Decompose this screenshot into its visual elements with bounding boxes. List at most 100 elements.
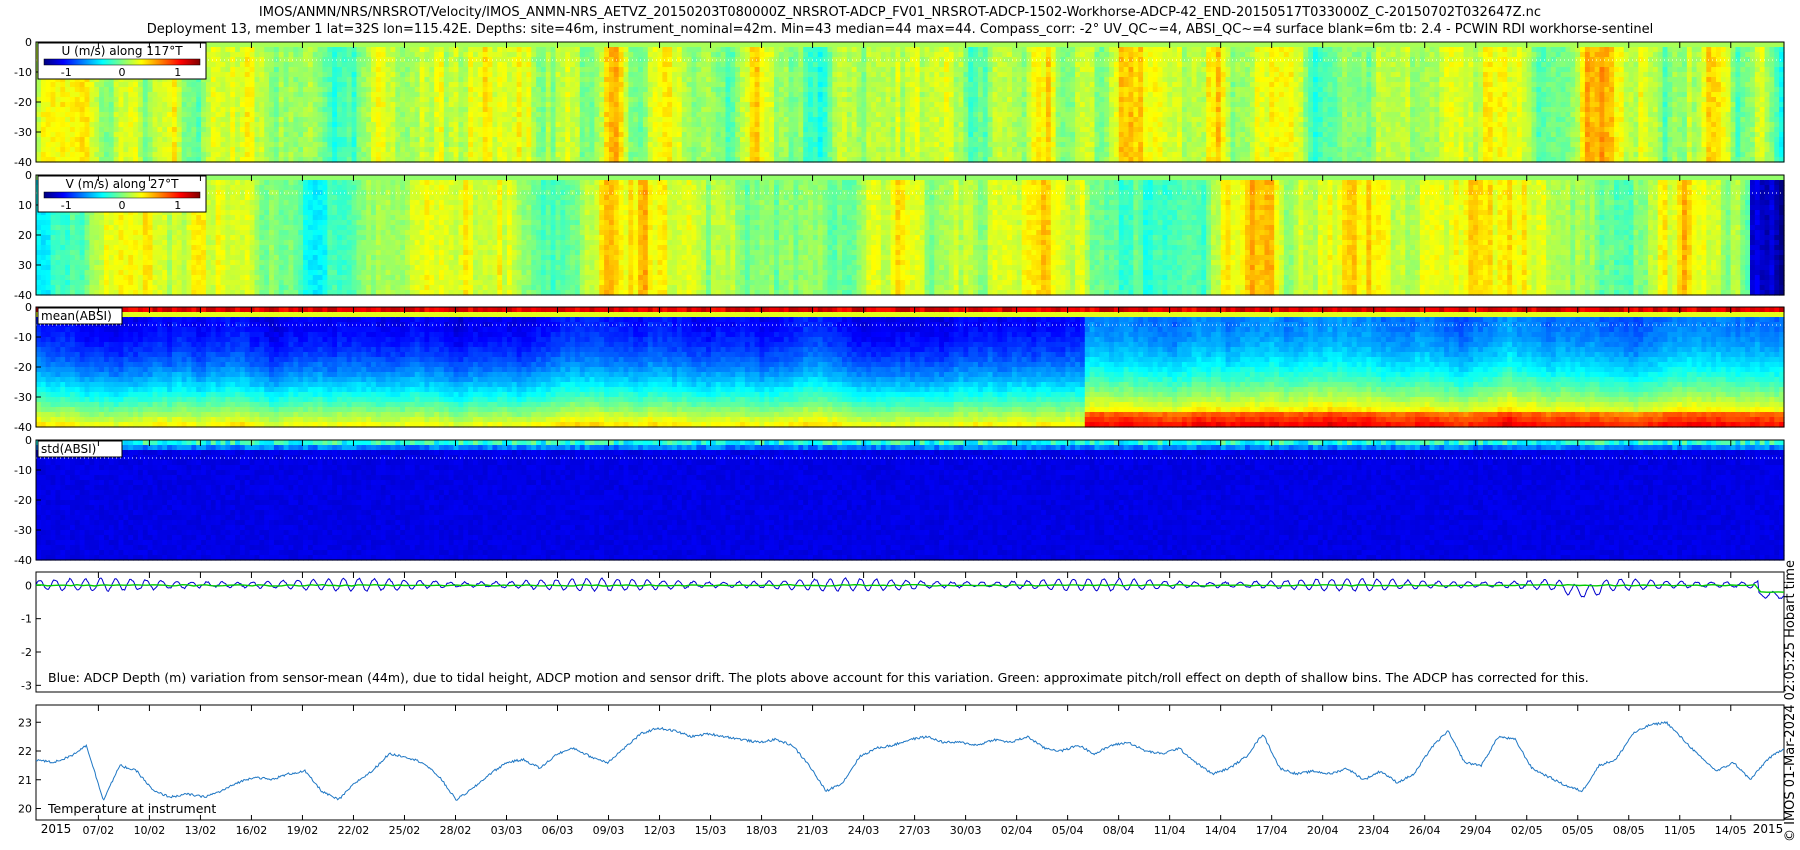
heatmap-cell bbox=[652, 107, 659, 113]
heatmap-cell bbox=[298, 67, 304, 73]
heatmap-cell bbox=[613, 52, 620, 58]
heatmap-cell bbox=[288, 87, 294, 93]
heatmap-cell bbox=[327, 142, 333, 148]
heatmap-cell bbox=[672, 147, 678, 153]
heatmap-cell bbox=[963, 82, 969, 88]
heatmap-cell bbox=[536, 77, 542, 83]
heatmap-cell bbox=[812, 52, 819, 58]
heatmap-cell bbox=[424, 137, 430, 143]
heatmap-cell bbox=[924, 47, 931, 53]
heatmap-cell bbox=[89, 137, 95, 143]
heatmap-cell bbox=[574, 82, 581, 88]
heatmap-cell bbox=[298, 97, 304, 103]
heatmap-cell bbox=[69, 102, 76, 108]
heatmap-cell bbox=[706, 92, 712, 98]
heatmap-cell bbox=[642, 97, 649, 103]
heatmap-cell bbox=[244, 97, 251, 103]
heatmap-cell bbox=[89, 147, 95, 153]
heatmap-cell bbox=[424, 62, 430, 68]
heatmap-cell bbox=[196, 127, 202, 133]
heatmap-cell bbox=[259, 82, 265, 88]
heatmap-cell bbox=[278, 97, 285, 103]
heatmap-cell bbox=[725, 52, 731, 58]
heatmap-cell bbox=[749, 42, 756, 48]
heatmap-cell bbox=[803, 52, 809, 58]
heatmap-cell bbox=[273, 142, 280, 148]
heatmap-cell bbox=[613, 67, 620, 73]
heatmap-cell bbox=[137, 122, 144, 128]
heatmap-cell bbox=[482, 122, 489, 128]
heatmap-cell bbox=[45, 82, 52, 88]
heatmap-cell bbox=[851, 92, 858, 98]
heatmap-cell bbox=[473, 67, 479, 73]
heatmap-cell bbox=[842, 127, 848, 133]
heatmap-cell bbox=[409, 87, 416, 93]
heatmap-cell bbox=[905, 137, 911, 143]
heatmap-cell bbox=[657, 72, 663, 78]
heatmap-cell bbox=[929, 127, 935, 133]
heatmap-cell bbox=[613, 72, 620, 78]
heatmap-cell bbox=[1031, 152, 1037, 158]
heatmap-cell bbox=[982, 42, 989, 48]
heatmap-cell bbox=[914, 67, 921, 73]
heatmap-cell bbox=[594, 112, 600, 118]
heatmap-cell bbox=[997, 77, 1003, 83]
heatmap-cell bbox=[574, 102, 581, 108]
heatmap-cell bbox=[618, 57, 625, 63]
heatmap-cell bbox=[147, 92, 154, 98]
heatmap-cell bbox=[1031, 112, 1037, 118]
heatmap-cell bbox=[861, 97, 867, 103]
heatmap-cell bbox=[793, 67, 799, 73]
heatmap-cell bbox=[230, 52, 236, 58]
heatmap-cell bbox=[604, 92, 610, 98]
heatmap-cell bbox=[1002, 157, 1008, 163]
heatmap-cell bbox=[788, 147, 795, 153]
heatmap-cell bbox=[137, 97, 144, 103]
heatmap-cell bbox=[540, 142, 547, 148]
heatmap-cell bbox=[65, 77, 71, 83]
heatmap-cell bbox=[191, 112, 197, 118]
heatmap-cell bbox=[506, 102, 513, 108]
heatmap-cell bbox=[783, 107, 790, 113]
heatmap-cell bbox=[536, 92, 542, 98]
heatmap-cell bbox=[856, 97, 863, 103]
heatmap-cell bbox=[439, 57, 445, 63]
heatmap-cell bbox=[628, 97, 634, 103]
heatmap-cell bbox=[424, 82, 430, 88]
heatmap-cell bbox=[633, 157, 639, 163]
heatmap-cell bbox=[269, 127, 275, 133]
heatmap-cell bbox=[128, 142, 134, 148]
heatmap-cell bbox=[434, 117, 440, 123]
heatmap-cell bbox=[1016, 107, 1023, 113]
heatmap-cell bbox=[473, 92, 479, 98]
heatmap-cell bbox=[94, 97, 100, 103]
heatmap-cell bbox=[317, 67, 324, 73]
heatmap-cell bbox=[647, 152, 654, 158]
heatmap-cell bbox=[50, 157, 57, 163]
heatmap-cell bbox=[958, 132, 965, 138]
heatmap-cell bbox=[36, 87, 42, 93]
heatmap-cell bbox=[254, 82, 260, 88]
heatmap-cell bbox=[968, 62, 974, 68]
heatmap-cell bbox=[36, 152, 42, 158]
heatmap-cell bbox=[565, 47, 571, 53]
heatmap-cell bbox=[710, 107, 717, 113]
heatmap-cell bbox=[506, 42, 513, 48]
heatmap-cell bbox=[977, 82, 984, 88]
heatmap-cell bbox=[390, 97, 396, 103]
heatmap-cell bbox=[1007, 42, 1013, 48]
heatmap-cell bbox=[453, 102, 460, 108]
heatmap-cell bbox=[1007, 77, 1013, 83]
heatmap-cell bbox=[516, 67, 523, 73]
heatmap-cell bbox=[254, 42, 260, 48]
heatmap-cell bbox=[468, 52, 474, 58]
heatmap-cell bbox=[303, 67, 309, 73]
heatmap-cell bbox=[497, 152, 503, 158]
heatmap-cell bbox=[103, 87, 110, 93]
heatmap-cell bbox=[337, 42, 343, 48]
heatmap-cell bbox=[997, 52, 1003, 58]
heatmap-cell bbox=[934, 97, 940, 103]
heatmap-cell bbox=[686, 137, 693, 143]
heatmap-cell bbox=[715, 82, 722, 88]
heatmap-cell bbox=[196, 152, 202, 158]
